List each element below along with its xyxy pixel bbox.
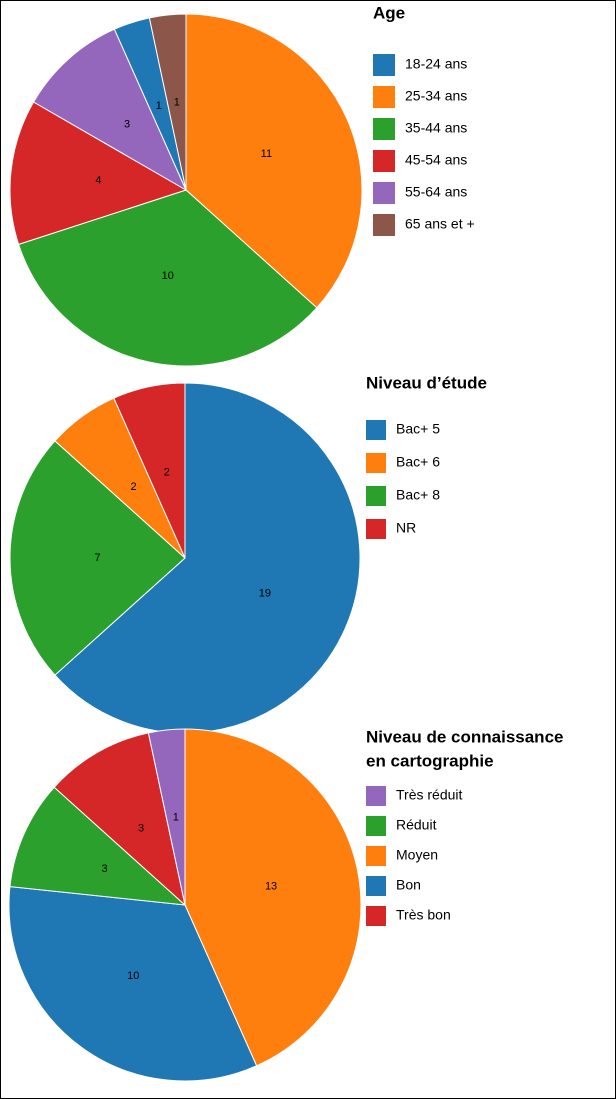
pie-slice [148, 13, 187, 191]
legend-label: Bac+ 6 [396, 454, 440, 470]
legend-swatch [373, 150, 395, 172]
legend-label: Moyen [396, 847, 438, 863]
legend-title: Niveau d’étude [366, 373, 487, 392]
legend-swatch [373, 214, 395, 236]
slice-label: 11 [261, 148, 272, 160]
legend-label: NR [396, 520, 416, 536]
legend-swatch [373, 54, 395, 76]
legend-swatch [366, 846, 386, 866]
slice-label: 3 [124, 119, 130, 131]
legend-swatch [373, 86, 395, 108]
pie-slice [185, 13, 363, 309]
legend-swatch [366, 816, 386, 836]
pie-slice [184, 728, 362, 1067]
legend-label: 25-34 ans [405, 88, 467, 104]
slice-label: 7 [94, 552, 100, 564]
legend-swatch [366, 453, 386, 473]
legend-swatch [366, 420, 386, 440]
legend-title: Age [373, 3, 405, 22]
slice-label: 4 [95, 175, 101, 187]
legend-label: Bac+ 5 [396, 421, 440, 437]
legend-label: Bon [396, 877, 421, 893]
legend-swatch [366, 906, 386, 926]
pie-slice [54, 382, 361, 734]
legend-label: 18-24 ans [405, 56, 467, 72]
legend-label: Réduit [396, 817, 437, 833]
legend-label: 35-44 ans [405, 120, 467, 136]
slice-label: 1 [174, 96, 180, 108]
pie-slice [113, 382, 186, 559]
legend-label: 45-54 ans [405, 152, 467, 168]
legend-label: Très bon [396, 907, 451, 923]
pie-slice [17, 189, 318, 367]
slice-label: 1 [173, 811, 179, 823]
slice-label: 13 [265, 881, 277, 893]
legend-swatch [366, 486, 386, 506]
legend-title: Niveau de connaissance [366, 727, 563, 746]
legend-swatch [366, 876, 386, 896]
pie-slice [8, 886, 258, 1082]
slice-label: 2 [164, 466, 170, 478]
legend-label: Très réduit [396, 787, 463, 803]
slice-label: 1 [156, 100, 162, 112]
slice-label: 10 [127, 970, 139, 982]
pie-slice [32, 28, 188, 192]
pie-slice [53, 732, 186, 907]
legend-swatch [373, 118, 395, 140]
legend-label: 65 ans et + [405, 216, 475, 232]
slice-label: 19 [259, 587, 271, 599]
legend-swatch [366, 519, 386, 539]
slice-label: 10 [162, 270, 174, 282]
pie-slice [9, 101, 188, 246]
slice-label: 3 [138, 823, 144, 835]
legend-swatch [366, 786, 386, 806]
legend-label: Bac+ 8 [396, 487, 440, 503]
legend-label: 55-64 ans [405, 184, 467, 200]
pie-slice [9, 786, 187, 906]
legend-swatch [373, 182, 395, 204]
legend-title: en cartographie [366, 751, 494, 770]
slice-label: 2 [131, 481, 137, 493]
pie-slice [147, 728, 186, 906]
pie-slice [9, 440, 186, 676]
slice-label: 3 [102, 863, 108, 875]
